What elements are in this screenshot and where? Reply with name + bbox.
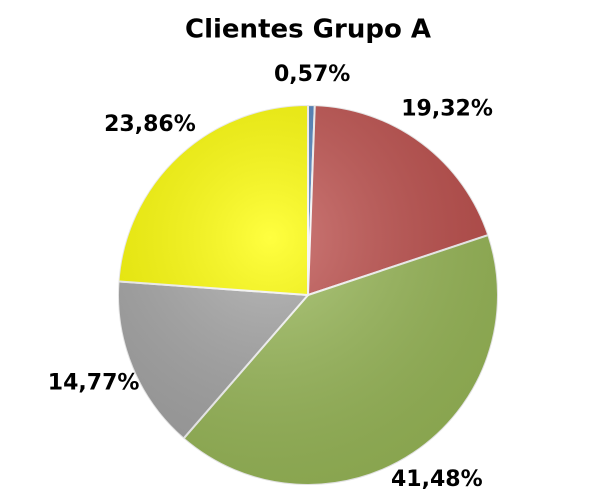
- data-label: 19,32%: [401, 96, 493, 121]
- data-label: 14,77%: [48, 371, 140, 396]
- data-label: 41,48%: [391, 467, 483, 492]
- data-label: 23,86%: [104, 112, 196, 137]
- data-label: 0,57%: [274, 62, 350, 87]
- chart-title: Clientes Grupo A: [185, 15, 431, 45]
